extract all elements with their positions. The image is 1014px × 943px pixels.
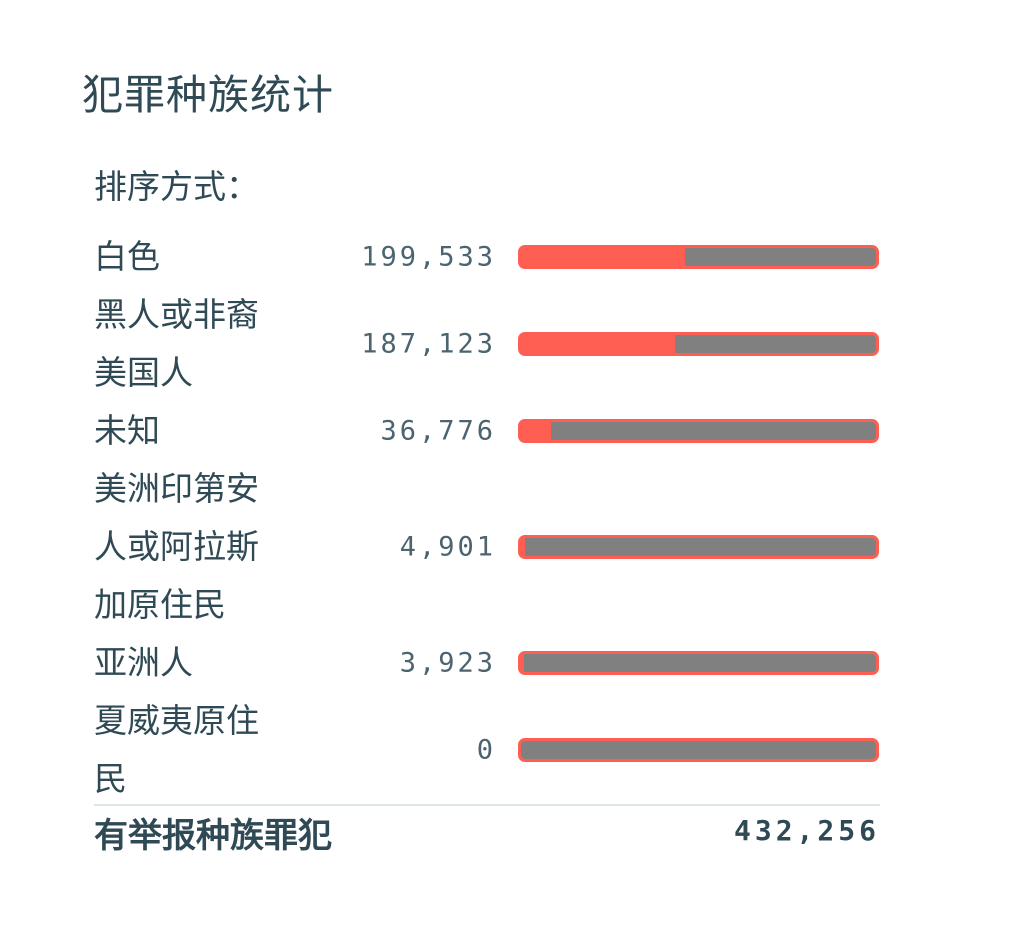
race-bar bbox=[518, 738, 879, 762]
race-label: 白色 bbox=[94, 237, 160, 276]
race-label: 亚洲人 bbox=[94, 643, 193, 682]
race-count: 187,123 bbox=[361, 328, 496, 360]
race-label: 黑人或非裔美国人 bbox=[94, 295, 259, 392]
race-count: 3,923 bbox=[399, 647, 496, 679]
race-bar-fill bbox=[521, 654, 525, 672]
race-bar-fill bbox=[521, 422, 552, 440]
race-count: 0 bbox=[476, 734, 496, 766]
race-row-american-indian-or-alaska-native: 美洲印第安人或阿拉斯加原住民 4,901 bbox=[94, 460, 880, 634]
total-label: 有举报种族罪犯 bbox=[94, 816, 332, 856]
race-bar bbox=[518, 651, 879, 675]
race-bar bbox=[518, 419, 879, 443]
race-bar bbox=[518, 535, 879, 559]
race-bar bbox=[518, 332, 879, 356]
race-bar-fill bbox=[521, 335, 675, 353]
race-rows: 白色 199,533 黑人或非裔美国人 187,123 未知 36,776 美洲印第安人或阿… bbox=[94, 228, 880, 808]
race-row-unknown: 未知 36,776 bbox=[94, 402, 880, 460]
race-count: 199,533 bbox=[361, 241, 496, 273]
chart-title: 犯罪种族统计 bbox=[82, 71, 334, 119]
sort-by-label[interactable]: 排序方式： bbox=[94, 167, 259, 206]
race-count: 36,776 bbox=[380, 415, 496, 447]
divider bbox=[94, 804, 880, 806]
race-bar-fill bbox=[521, 538, 525, 556]
race-label: 未知 bbox=[94, 411, 160, 450]
race-row-black-or-african-american: 黑人或非裔美国人 187,123 bbox=[94, 286, 880, 402]
race-count: 4,901 bbox=[399, 531, 496, 563]
race-row-white: 白色 199,533 bbox=[94, 228, 880, 286]
race-label: 夏威夷原住民 bbox=[94, 701, 259, 798]
total-value: 432,256 bbox=[733, 814, 880, 847]
race-row-native-hawaiian: 夏威夷原住民 0 bbox=[94, 692, 880, 808]
race-row-asian: 亚洲人 3,923 bbox=[94, 634, 880, 692]
race-bar bbox=[518, 245, 879, 269]
race-label: 美洲印第安人或阿拉斯加原住民 bbox=[94, 469, 259, 624]
race-bar-fill bbox=[521, 248, 685, 266]
